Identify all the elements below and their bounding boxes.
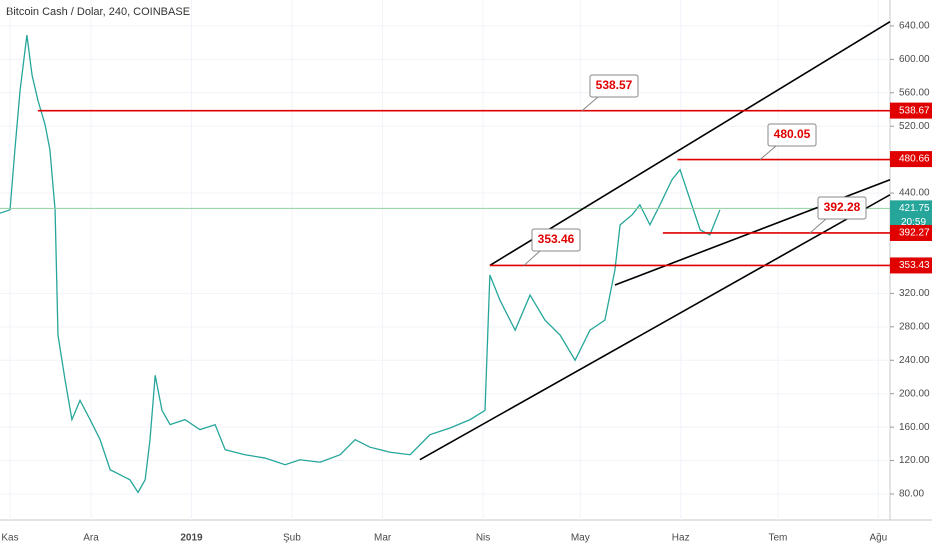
y-tick-label: 160.00 xyxy=(899,422,930,433)
y-tick-label: 320.00 xyxy=(899,288,930,299)
axis-tag xyxy=(890,151,932,168)
callout-pointer xyxy=(809,218,827,234)
chart-title: Bitcoin Cash / Dolar, 240, COINBASE xyxy=(6,6,190,18)
x-tick-label: May xyxy=(571,533,590,544)
axis-tag-label: 392.27 xyxy=(899,228,930,239)
axis-tag xyxy=(890,102,932,119)
axis-tag-label: 480.66 xyxy=(899,154,930,165)
callout-label: 353.46 xyxy=(538,232,575,246)
x-tick-label: Nis xyxy=(476,533,490,544)
x-tick-label: Ara xyxy=(83,533,99,544)
y-tick-label: 520.00 xyxy=(899,121,930,132)
x-tick-label: Ağu xyxy=(869,533,887,544)
x-tick-label: Mar xyxy=(374,533,392,544)
axis-tag xyxy=(890,257,932,274)
callout-box xyxy=(767,123,817,147)
x-tick-label: Tem xyxy=(768,533,787,544)
x-tick-label: 2019 xyxy=(180,533,203,544)
callout-box xyxy=(531,228,581,252)
last-time-label: 20:59 xyxy=(901,217,926,228)
y-tick-label: 200.00 xyxy=(899,388,930,399)
callout-label: 480.05 xyxy=(774,127,811,141)
y-tick-label: 120.00 xyxy=(899,455,930,466)
callout-pointer xyxy=(759,145,777,160)
callout-box xyxy=(817,196,867,220)
x-tick-label: Kas xyxy=(1,533,18,544)
axis-tag xyxy=(890,224,932,241)
y-tick-label: 80.00 xyxy=(899,489,924,500)
y-tick-label: 440.00 xyxy=(899,188,930,199)
axis-tag-label: 353.43 xyxy=(899,260,930,271)
callout-label: 392.28 xyxy=(824,200,861,214)
y-tick-label: 240.00 xyxy=(899,355,930,366)
last-price-label: 421.75 xyxy=(899,203,930,214)
price-line xyxy=(0,35,721,494)
callout-pointer xyxy=(523,250,541,266)
y-tick-label: 280.00 xyxy=(899,321,930,332)
trendline xyxy=(489,21,891,267)
trendline xyxy=(419,194,891,461)
y-tick-label: 640.00 xyxy=(899,21,930,32)
callout-box xyxy=(589,74,639,98)
y-tick-label: 560.00 xyxy=(899,87,930,98)
y-tick-label: 600.00 xyxy=(899,54,930,65)
callout-pointer xyxy=(581,96,599,112)
x-tick-label: Şub xyxy=(283,533,301,544)
callout-label: 538.57 xyxy=(596,78,633,92)
x-tick-label: Haz xyxy=(672,533,690,544)
axis-tag-label: 538.67 xyxy=(899,105,930,116)
